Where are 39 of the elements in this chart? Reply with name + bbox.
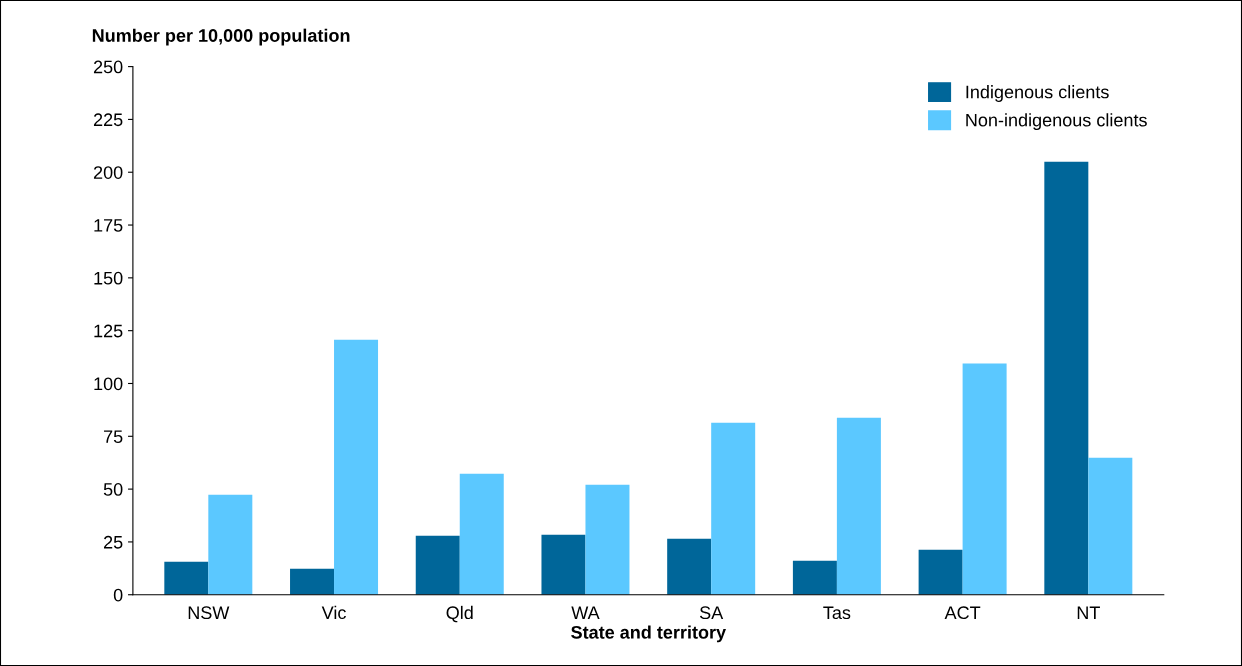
bar xyxy=(1044,161,1089,595)
x-axis-title: State and territory xyxy=(571,625,726,643)
y-axis-title: Number per 10,000 population xyxy=(92,28,350,46)
legend-label: Indigenous clients xyxy=(966,85,1109,102)
bar xyxy=(541,534,586,595)
bar xyxy=(918,549,963,595)
y-tick-label: 50 xyxy=(103,483,123,496)
x-tick-label: NT xyxy=(1077,606,1100,619)
x-tick-label: Vic xyxy=(321,605,346,620)
bar xyxy=(164,561,209,595)
x-tick-label: WA xyxy=(571,606,600,619)
x-tick-label: NSW xyxy=(188,606,230,620)
bar xyxy=(459,473,504,595)
bar xyxy=(1088,457,1133,595)
bar xyxy=(711,422,756,595)
y-tick-label: 125 xyxy=(94,324,123,338)
x-tick-label: ACT xyxy=(944,606,981,620)
bar xyxy=(334,339,379,595)
bar xyxy=(792,560,837,595)
x-tick-label: Qld xyxy=(446,605,473,623)
bar xyxy=(836,417,881,595)
x-tick-label: SA xyxy=(699,606,724,620)
y-tick-label: 150 xyxy=(94,271,123,285)
y-tick-label: 200 xyxy=(93,166,123,179)
bar xyxy=(415,535,460,595)
y-tick-label: 250 xyxy=(93,60,123,74)
bar xyxy=(208,494,253,595)
y-tick-label: 175 xyxy=(94,219,123,232)
bar xyxy=(962,363,1007,595)
y-tick-label: 225 xyxy=(93,113,123,127)
x-tick-label: Tas xyxy=(823,606,851,620)
bar xyxy=(290,568,335,595)
y-tick-label: 0 xyxy=(113,588,123,602)
y-tick-label: 25 xyxy=(104,535,123,549)
y-tick-label: 100 xyxy=(94,377,123,391)
bar xyxy=(667,538,712,595)
y-tick-label: 75 xyxy=(104,430,123,444)
legend-label: Non-indigenous clients xyxy=(966,113,1147,131)
bar xyxy=(585,484,630,595)
